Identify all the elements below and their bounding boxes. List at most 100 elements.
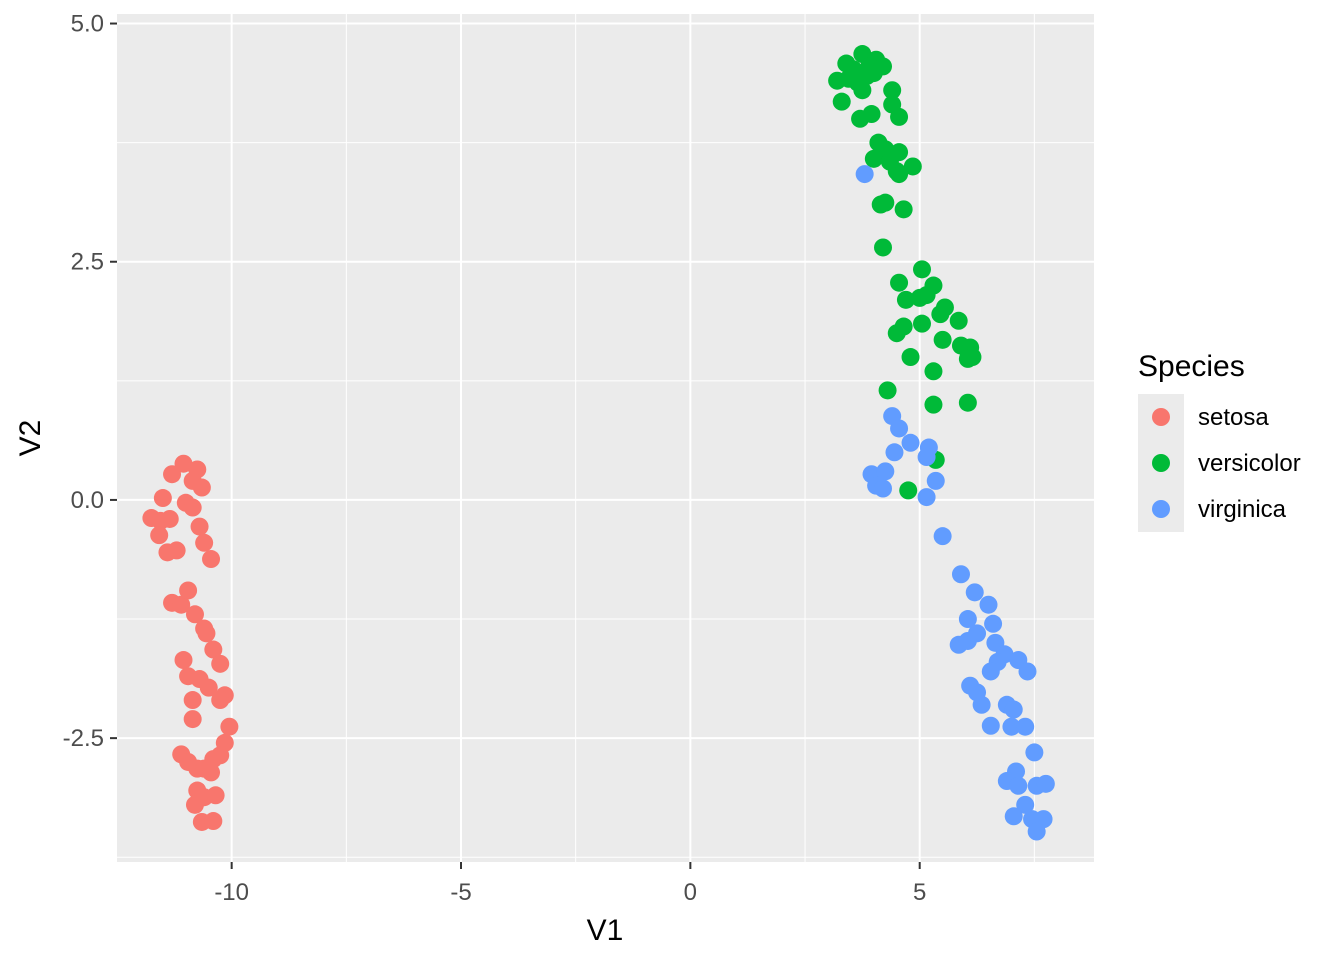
point-virginica: [933, 527, 952, 546]
point-setosa: [204, 812, 223, 831]
point-virginica: [981, 662, 1000, 681]
point-setosa: [190, 517, 209, 536]
point-setosa: [197, 624, 216, 643]
point-versicolor: [832, 92, 851, 111]
point-virginica: [855, 165, 874, 184]
point-virginica: [876, 462, 895, 481]
point-versicolor: [933, 330, 952, 349]
point-setosa: [153, 489, 172, 508]
point-versicolor: [876, 193, 895, 212]
series-setosa: [142, 454, 239, 831]
point-versicolor: [924, 395, 943, 414]
point-setosa: [179, 581, 198, 600]
point-virginica: [984, 614, 1003, 633]
point-versicolor: [878, 381, 897, 400]
point-setosa: [211, 691, 230, 710]
point-versicolor: [935, 298, 954, 317]
point-setosa: [183, 498, 202, 517]
point-setosa: [195, 533, 214, 552]
y-tick-label: 5.0: [71, 11, 104, 38]
x-tick-label: -10: [214, 879, 249, 906]
point-virginica: [965, 583, 984, 602]
x-tick-label: 0: [684, 879, 697, 906]
x-tick-label: 5: [913, 879, 926, 906]
point-virginica: [1002, 717, 1021, 736]
point-versicolor: [874, 238, 893, 257]
point-versicolor: [894, 200, 913, 219]
point-versicolor: [949, 311, 968, 330]
point-versicolor: [896, 290, 915, 309]
point-setosa: [220, 717, 239, 736]
point-versicolor: [917, 286, 936, 305]
point-virginica: [1025, 743, 1044, 762]
y-tick-label: 2.5: [71, 249, 104, 276]
point-virginica: [958, 631, 977, 650]
legend-item-versicolor: versicolor: [1138, 440, 1301, 486]
legend-title: Species: [1138, 350, 1245, 383]
point-virginica: [958, 610, 977, 629]
point-virginica: [1027, 822, 1046, 841]
point-setosa: [204, 640, 223, 659]
point-setosa: [150, 526, 169, 545]
point-setosa: [202, 763, 221, 782]
legend-key-setosa: [1152, 408, 1170, 426]
point-setosa: [183, 691, 202, 710]
point-virginica: [901, 433, 920, 452]
legend-items: setosa versicolor virginica: [1138, 394, 1301, 532]
point-virginica: [1036, 774, 1055, 793]
point-setosa: [206, 786, 225, 805]
point-virginica: [1016, 795, 1035, 814]
legend-label-virginica: virginica: [1198, 496, 1287, 523]
point-setosa: [172, 595, 191, 614]
point-virginica: [981, 716, 1000, 735]
point-virginica: [1004, 807, 1023, 826]
series-virginica: [855, 165, 1055, 841]
point-virginica: [1016, 717, 1035, 736]
point-virginica: [890, 419, 909, 438]
point-setosa: [174, 651, 193, 670]
point-virginica: [1004, 700, 1023, 719]
x-axis-title: V1: [587, 914, 624, 947]
point-versicolor: [903, 157, 922, 176]
point-versicolor: [924, 362, 943, 381]
legend: Species setosa versicolor virginica: [1138, 350, 1301, 532]
point-virginica: [1009, 776, 1028, 795]
point-versicolor: [883, 81, 902, 100]
point-versicolor: [862, 105, 881, 124]
grid-minor-lines: [117, 14, 1094, 862]
point-setosa: [183, 710, 202, 729]
point-versicolor: [963, 348, 982, 367]
point-versicolor: [864, 149, 883, 168]
point-versicolor: [890, 107, 909, 126]
point-virginica: [926, 471, 945, 490]
y-tick-label: 0.0: [71, 487, 104, 514]
point-setosa: [160, 509, 179, 528]
point-versicolor: [894, 317, 913, 336]
plot-panel: [117, 14, 1094, 862]
y-axis: -2.5 0.0 2.5 5.0: [63, 11, 117, 752]
point-setosa: [202, 550, 221, 569]
data-points: [142, 45, 1055, 841]
point-virginica: [979, 595, 998, 614]
legend-label-versicolor: versicolor: [1198, 450, 1301, 477]
point-virginica: [951, 565, 970, 584]
point-versicolor: [912, 314, 931, 333]
point-virginica: [1018, 662, 1037, 681]
point-versicolor: [853, 81, 872, 100]
point-virginica: [917, 448, 936, 467]
point-versicolor: [864, 64, 883, 83]
point-versicolor: [899, 481, 918, 500]
point-versicolor: [901, 348, 920, 367]
point-virginica: [885, 443, 904, 462]
point-virginica: [874, 479, 893, 498]
y-tick-label: -2.5: [63, 725, 104, 752]
y-axis-title: V2: [14, 420, 47, 457]
point-virginica: [972, 695, 991, 714]
legend-item-setosa: setosa: [1138, 394, 1269, 440]
point-versicolor: [890, 165, 909, 184]
point-versicolor: [912, 260, 931, 279]
series-versicolor: [828, 45, 982, 500]
point-setosa: [192, 478, 211, 497]
point-virginica: [917, 488, 936, 507]
